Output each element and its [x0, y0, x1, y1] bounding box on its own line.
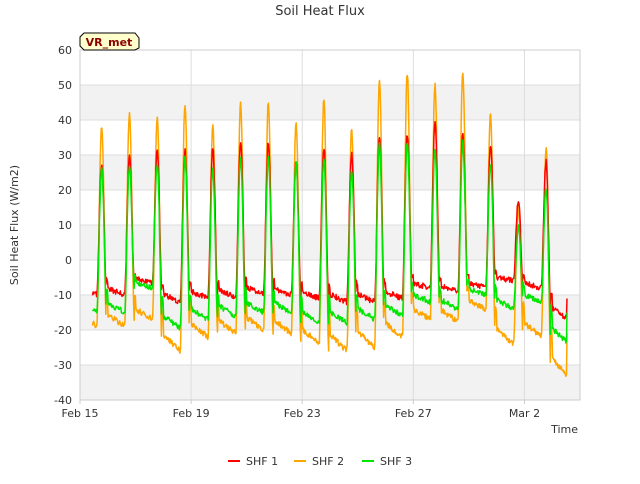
- y-tick-label: -40: [54, 394, 72, 407]
- y-tick-label: 30: [58, 149, 72, 162]
- legend: SHF 1 SHF 2 SHF 3: [228, 455, 412, 468]
- background-band: [80, 155, 580, 190]
- site-tag-label: VR_met: [86, 36, 133, 49]
- background-band: [80, 365, 580, 400]
- y-tick-label: -10: [54, 289, 72, 302]
- y-tick-label: 10: [58, 219, 72, 232]
- legend-label: SHF 1: [246, 455, 278, 468]
- site-tag: VR_met: [79, 32, 140, 51]
- y-tick-label: -20: [54, 324, 72, 337]
- y-tick-label: 0: [65, 254, 72, 267]
- x-tick-label: Feb 27: [395, 407, 432, 420]
- background-band: [80, 85, 580, 120]
- legend-label: SHF 3: [380, 455, 412, 468]
- legend-label: SHF 2: [312, 455, 344, 468]
- y-tick-label: -30: [54, 359, 72, 372]
- series-line-shf-3: [91, 139, 568, 344]
- x-tick-label: Mar 2: [509, 407, 540, 420]
- y-tick-label: 50: [58, 79, 72, 92]
- x-tick-label: Feb 23: [284, 407, 321, 420]
- x-tick-label: Feb 15: [62, 407, 99, 420]
- legend-item: SHF 1: [228, 455, 278, 468]
- y-axis-ticks: -40 -30 -20 -10 0 10 20 30 40 50 60: [54, 44, 72, 407]
- background-band: [80, 225, 580, 260]
- x-axis-ticks: Feb 15 Feb 19 Feb 23 Feb 27 Mar 2: [62, 400, 540, 420]
- chart-title: Soil Heat Flux: [275, 4, 365, 19]
- site-tag-box: [79, 32, 140, 51]
- series-layer: [91, 72, 568, 378]
- legend-item: SHF 2: [294, 455, 344, 468]
- x-tick-label: Feb 19: [173, 407, 210, 420]
- y-tick-label: 60: [58, 44, 72, 57]
- x-axis-label: Time: [550, 423, 578, 436]
- y-tick-label: 40: [58, 114, 72, 127]
- y-tick-label: 20: [58, 184, 72, 197]
- y-axis-label: Soil Heat Flux (W/m2): [8, 165, 21, 285]
- plot-frame: [79, 49, 581, 401]
- legend-item: SHF 3: [362, 455, 412, 468]
